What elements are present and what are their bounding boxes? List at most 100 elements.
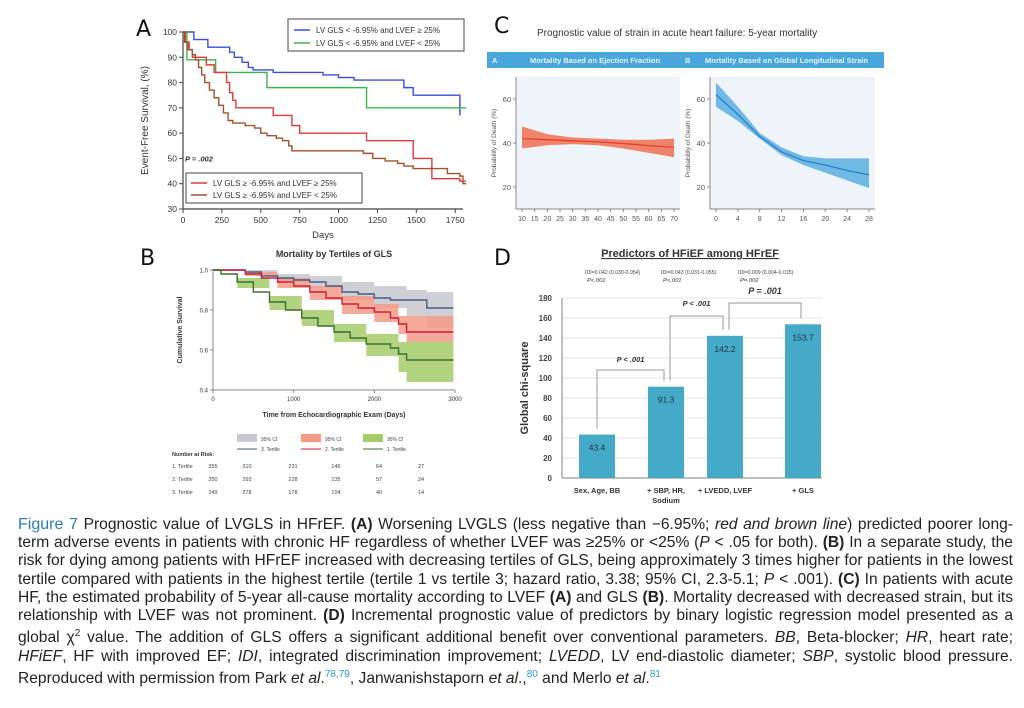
y-tick-label: 40 xyxy=(697,139,705,148)
caption-text: , Janwanishstaporn xyxy=(349,670,489,687)
caption-text: ., xyxy=(518,670,527,687)
caption-italic: P xyxy=(699,534,710,552)
x-tick-label: 30 xyxy=(569,216,577,223)
risk-cell: 40 xyxy=(376,490,382,496)
bar-2 xyxy=(648,386,684,478)
subpanel-label: B xyxy=(685,56,691,65)
citation-link[interactable]: 81 xyxy=(649,668,661,680)
caption-italic: LVEDD xyxy=(548,647,601,665)
legend-ci-swatch xyxy=(301,434,321,442)
x-tick-label: + GLS xyxy=(792,486,814,495)
x-tick-label: + SBP, HR, xyxy=(647,486,685,495)
y-tick-label: 40 xyxy=(503,139,511,148)
risk-cell: 355 xyxy=(208,464,217,470)
comparison-bracket xyxy=(596,369,665,429)
comparison-bracket xyxy=(669,315,724,381)
series-line-2 xyxy=(183,31,467,109)
risk-cell: 146 xyxy=(331,464,340,470)
chart-c-mortality-probability: Prognostic value of strain in acute hear… xyxy=(487,28,884,223)
y-tick-label: 80 xyxy=(543,394,552,403)
panel-label-b: B xyxy=(140,246,156,271)
caption-text: value. The addition of GLS offers a sign… xyxy=(80,629,775,647)
caption-italic: IDI xyxy=(237,647,258,665)
x-tick-label: 55 xyxy=(632,216,640,223)
y-tick-label: 50 xyxy=(168,153,178,163)
x-tick-label: + LVEDD, LVEF xyxy=(698,486,753,495)
chart-title: Prognostic value of strain in acute hear… xyxy=(537,28,817,39)
legend-bottom: LV GLS ≥ -6.95% and LVEF ≥ 25% LV GLS ≥ -… xyxy=(185,172,363,204)
x-tick-label: 1750 xyxy=(446,215,465,225)
x-tick-label: 12 xyxy=(778,216,786,223)
x-tick-label: 65 xyxy=(657,216,665,223)
risk-row-label: 2. Tertile xyxy=(172,477,193,483)
citation-link[interactable]: 80 xyxy=(526,668,538,680)
x-tick-label: 16 xyxy=(800,216,808,223)
caption-text: < .05 for both). xyxy=(709,534,823,552)
risk-cell: 64 xyxy=(376,464,382,470)
y-axis-label: Cumulative Survival xyxy=(177,296,184,363)
caption-ref-c: (C) xyxy=(838,570,860,588)
caption-text: In patients with acute HF, the estimated… xyxy=(18,570,1013,606)
y-axis-label: Event-Free Survival, (%) xyxy=(140,66,151,175)
legend-line-label: 1. Tertile xyxy=(387,447,406,453)
series-line-3 xyxy=(183,31,467,182)
citation-link[interactable]: 78,79 xyxy=(324,668,350,680)
y-tick-label: 40 xyxy=(168,179,178,189)
x-tick-label: 25 xyxy=(556,216,564,223)
x-tick-label: 35 xyxy=(581,216,589,223)
legend-line-label: 3. Tertile xyxy=(261,447,280,453)
risk-cell: 57 xyxy=(376,477,382,483)
risk-cell: 350 xyxy=(208,477,217,483)
x-tick-label: 3000 xyxy=(448,397,462,403)
comparison-p-value: P < .001 xyxy=(617,355,645,364)
risk-cell: 27 xyxy=(418,464,424,470)
survival-line-1--tertile xyxy=(213,269,454,361)
x-tick-label: 8 xyxy=(758,216,762,223)
header-band xyxy=(487,52,884,68)
y-tick-label: 1.0 xyxy=(200,269,209,275)
caption-text: , systolic blood pressure. Reproduced wi… xyxy=(18,647,1014,687)
legend-label: LV GLS ≥ -6.95% and LVEF < 25% xyxy=(213,191,337,200)
x-axis-label: Days xyxy=(312,230,334,240)
idi-label: IDI=0.009 (0.004-0.015) xyxy=(738,270,793,276)
y-tick-label: 90 xyxy=(168,52,178,62)
x-tick-label: 20 xyxy=(821,216,829,223)
series-line-4 xyxy=(183,31,467,185)
y-axis-label: Probability of Death (%) xyxy=(491,109,498,178)
caption-text: In a separate study, the risk for dying … xyxy=(18,534,1013,588)
legend-line-label: 2. Tertile xyxy=(325,447,344,453)
y-tick-label: 0.4 xyxy=(200,389,209,395)
y-tick-label: 120 xyxy=(539,354,553,363)
y-tick-label: 0 xyxy=(548,474,553,483)
x-tick-label: 40 xyxy=(594,216,602,223)
x-tick-label: 4 xyxy=(736,216,740,223)
x-tick-label: 20 xyxy=(543,216,551,223)
y-tick-label: 0.6 xyxy=(200,349,209,355)
caption-text: , heart rate; xyxy=(928,629,1013,647)
risk-table: Number at Risk: 1. Tertile 355 310 231 146 64 2… xyxy=(172,452,424,496)
caption-text: < .001). xyxy=(774,570,839,588)
comparison-bracket xyxy=(728,302,802,330)
caption-text: , integrated discrimination improvement; xyxy=(257,647,549,665)
bar-value-label: 153.7 xyxy=(792,332,814,342)
risk-cell: 135 xyxy=(331,477,340,483)
x-tick-label: 0 xyxy=(181,215,186,225)
x-tick-label: 500 xyxy=(254,215,268,225)
legend-label: LV GLS ≥ -6.95% and LVEF ≥ 25% xyxy=(213,179,337,188)
idi-p-value: P<.001 xyxy=(663,278,682,284)
bar-3 xyxy=(707,335,743,478)
y-tick-label: 180 xyxy=(539,294,553,303)
legend-ci-swatch xyxy=(237,434,257,442)
x-tick-label: 10 xyxy=(518,216,526,223)
legend-label: LV GLS < -6.95% and LVEF < 25% xyxy=(316,39,440,48)
caption-text: Prognostic value of LVGLS in HFrEF. xyxy=(77,516,351,533)
y-tick-label: 140 xyxy=(539,334,553,343)
subpanel-title: Mortality Based on Global Longitudinal S… xyxy=(705,56,868,65)
caption-text: Worsening LVGLS (less negative than −6.9… xyxy=(372,516,715,533)
caption-italic: HFiEF xyxy=(18,647,63,665)
y-tick-label: 20 xyxy=(503,183,511,192)
p-value-annotation: P = .002 xyxy=(185,154,214,163)
caption-italic: P xyxy=(763,570,775,588)
caption-italic: et al xyxy=(291,670,321,687)
